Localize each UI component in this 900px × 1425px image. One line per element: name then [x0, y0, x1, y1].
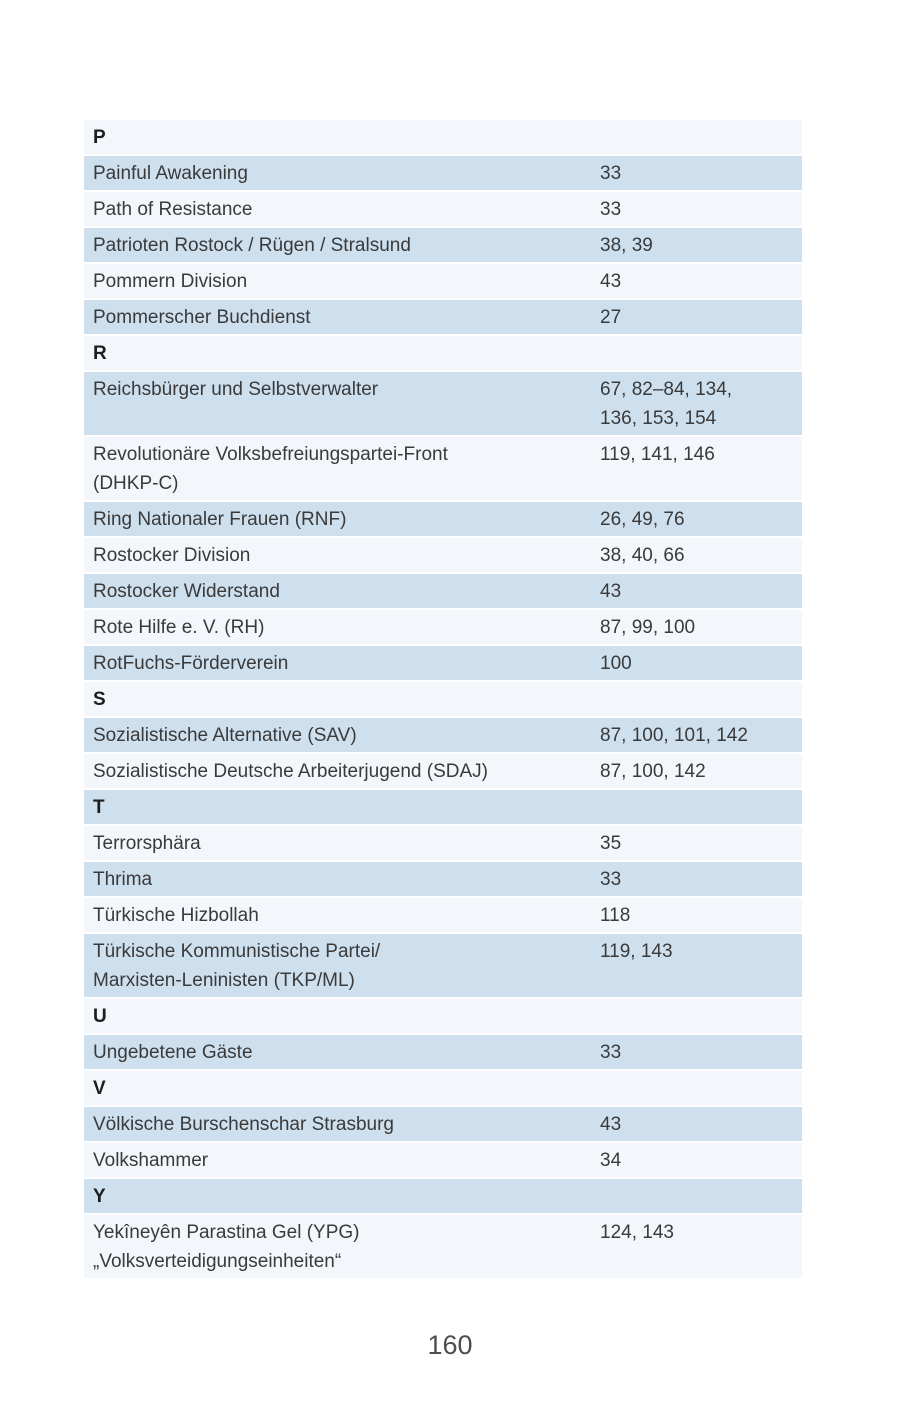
index-entry-row: Ring Nationaler Frauen (RNF) 26, 49, 76 [84, 502, 802, 536]
index-entry-row: Volkshammer 34 [84, 1143, 802, 1177]
index-entry-row: Rostocker Division 38, 40, 66 [84, 538, 802, 572]
index-entry-row: Patrioten Rostock / Rügen / Stralsund 38,… [84, 228, 802, 262]
index-entry-row: Painful Awakening 33 [84, 156, 802, 190]
index-page-refs: 87, 100, 142 [600, 760, 706, 782]
index-entry-row: Pommerscher Buchdienst 27 [84, 300, 802, 334]
index-term: Sozialistische Deutsche Arbeiterjugend (… [93, 760, 488, 782]
index-letter-row: P [84, 120, 802, 154]
index-letter-heading: Y [93, 1185, 106, 1207]
index-page-refs: 100 [600, 652, 632, 674]
index-page-refs: 119, 143 [600, 940, 673, 962]
index-page-refs: 124, 143 [600, 1221, 674, 1243]
index-term: Yekîneyên Parastina Gel (YPG) „Volksvert… [93, 1221, 360, 1272]
index-page-refs: 27 [600, 306, 622, 328]
index-page-refs: 33 [600, 868, 622, 890]
index-letter-heading: U [93, 1005, 107, 1027]
index-entry-row: Pommern Division 43 [84, 264, 802, 298]
index-letter-row: T [84, 790, 802, 824]
index-letter-row: S [84, 682, 802, 716]
index-entry-row: Ungebetene Gäste 33 [84, 1035, 802, 1069]
index-entry-row: RotFuchs-Förderverein 100 [84, 646, 802, 680]
index-page-refs: 38, 40, 66 [600, 544, 685, 566]
index-term: Rote Hilfe e. V. (RH) [93, 616, 265, 638]
index-term: Rostocker Division [93, 544, 251, 566]
index-term: Ungebetene Gäste [93, 1041, 253, 1063]
page-number: 160 [427, 1330, 473, 1360]
index-entry-row: Türkische Kommunistische Partei/ Marxist… [84, 934, 802, 997]
index-entry-row: Revolutionäre Volksbefreiungspartei-Fron… [84, 437, 802, 500]
index-term: Pommern Division [93, 270, 248, 292]
index-page-refs: 43 [600, 580, 622, 602]
index-term: Pommerscher Buchdienst [93, 306, 311, 328]
index-term: Sozialistische Alternative (SAV) [93, 724, 357, 746]
index-term: Türkische Kommunistische Partei/ Marxist… [93, 940, 381, 991]
index-page-refs: 87, 99, 100 [600, 616, 696, 638]
index-entry-row: Sozialistische Alternative (SAV) 87, 100,… [84, 718, 802, 752]
index-entry-row: Türkische Hizbollah 118 [84, 898, 802, 932]
index-term: Path of Resistance [93, 198, 253, 220]
index-page-refs: 43 [600, 1113, 622, 1135]
index-entry-row: Thrima 33 [84, 862, 802, 896]
index-page-refs: 67, 82–84, 134, 136, 153, 154 [600, 378, 733, 429]
index-term: Reichsbürger und Selbstverwalter [93, 378, 379, 400]
index-page-refs: 34 [600, 1149, 622, 1171]
index-term: Ring Nationaler Frauen (RNF) [93, 508, 347, 530]
index-letter-heading: R [93, 342, 107, 364]
index-letter-row: Y [84, 1179, 802, 1213]
index-term: Rostocker Widerstand [93, 580, 280, 602]
index-table: P Painful Awakening 33 Path of Resistance 33… [84, 120, 802, 1280]
index-letter-row: V [84, 1071, 802, 1105]
index-entry-row: Reichsbürger und Selbstverwalter 67, 82–8… [84, 372, 802, 435]
index-page-refs: 38, 39 [600, 234, 653, 256]
index-letter-heading: V [93, 1077, 106, 1099]
index-term: Painful Awakening [93, 162, 248, 184]
index-page-refs: 33 [600, 1041, 622, 1063]
index-entry-row: Völkische Burschenschar Strasburg 43 [84, 1107, 802, 1141]
index-term: Völkische Burschenschar Strasburg [93, 1113, 394, 1135]
index-letter-heading: T [93, 796, 105, 818]
index-letter-row: R [84, 336, 802, 370]
index-page-refs: 43 [600, 270, 622, 292]
index-term: Patrioten Rostock / Rügen / Stralsund [93, 234, 411, 256]
index-term: Thrima [93, 868, 153, 890]
index-entry-row: Terrorsphära 35 [84, 826, 802, 860]
index-term: Revolutionäre Volksbefreiungspartei-Fron… [93, 443, 448, 494]
index-page-refs: 26, 49, 76 [600, 508, 685, 530]
index-letter-row: U [84, 999, 802, 1033]
index-page-refs: 33 [600, 162, 622, 184]
index-page-refs: 119, 141, 146 [600, 443, 715, 465]
index-page-refs: 118 [600, 904, 631, 926]
index-term: Terrorsphära [93, 832, 201, 854]
index-term: RotFuchs-Förderverein [93, 652, 289, 674]
index-page-refs: 33 [600, 198, 622, 220]
index-page-refs: 35 [600, 832, 622, 854]
index-entry-row: Rote Hilfe e. V. (RH) 87, 99, 100 [84, 610, 802, 644]
index-page-refs: 87, 100, 101, 142 [600, 724, 748, 746]
index-entry-row: Sozialistische Deutsche Arbeiterjugend (… [84, 754, 802, 788]
index-entry-row: Path of Resistance 33 [84, 192, 802, 226]
index-entry-row: Rostocker Widerstand 43 [84, 574, 802, 608]
index-letter-heading: S [93, 688, 106, 710]
index-entry-row: Yekîneyên Parastina Gel (YPG) „Volksvert… [84, 1215, 802, 1278]
index-letter-heading: P [93, 126, 106, 148]
index-term: Volkshammer [93, 1149, 209, 1171]
index-term: Türkische Hizbollah [93, 904, 259, 926]
